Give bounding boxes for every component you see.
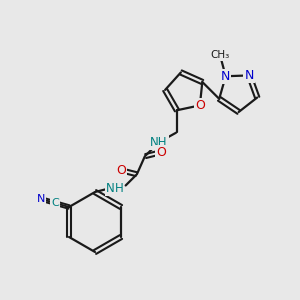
Text: N: N [244, 69, 254, 82]
Text: CH₃: CH₃ [210, 50, 230, 60]
Text: O: O [195, 99, 205, 112]
Text: N: N [37, 194, 45, 204]
Text: N: N [106, 182, 114, 195]
Text: H: H [115, 182, 123, 195]
Text: O: O [116, 164, 126, 177]
Text: C: C [51, 198, 59, 208]
Text: NH: NH [150, 136, 168, 149]
Text: O: O [156, 146, 166, 159]
Text: N: N [221, 70, 230, 83]
